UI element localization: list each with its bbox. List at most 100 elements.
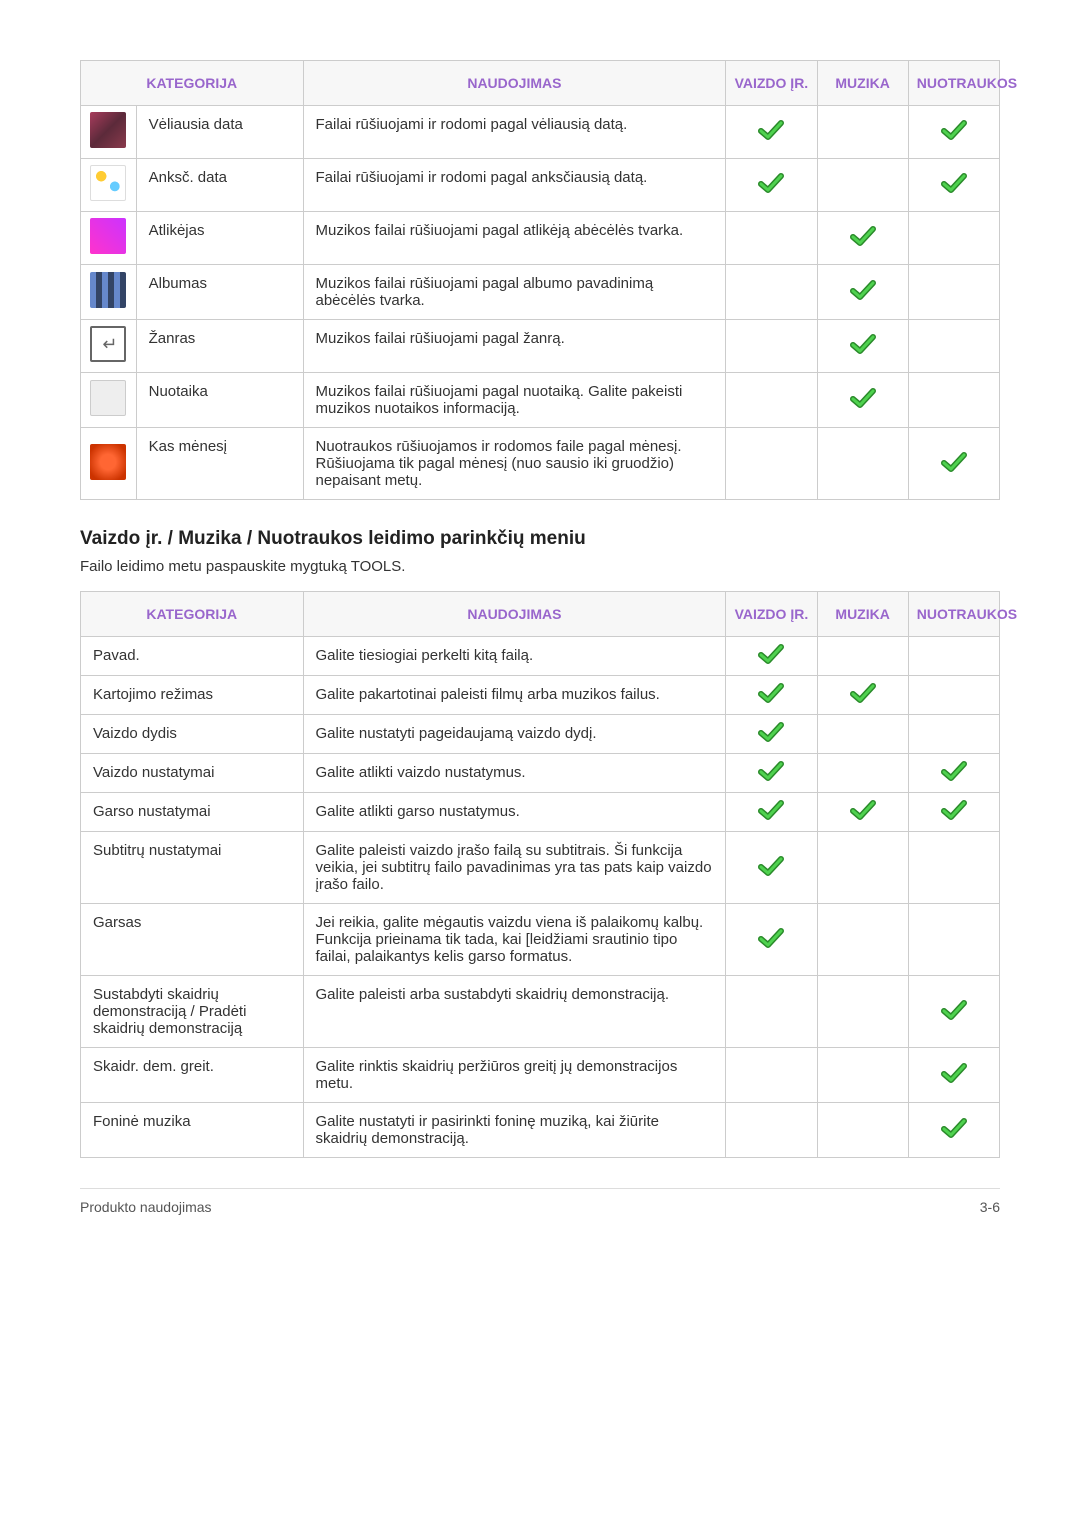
row-category: Subtitrų nustatymai (81, 832, 304, 904)
check-icon (941, 1117, 967, 1139)
row-music (817, 754, 908, 793)
row-usage: Jei reikia, galite mėgautis vaizdu viena… (303, 904, 726, 976)
page-footer: Produkto naudojimas 3-6 (80, 1188, 1000, 1215)
check-icon (850, 387, 876, 409)
thumbnail-icon (90, 272, 126, 308)
row-music (817, 212, 908, 265)
row-category: Atlikėjas (136, 212, 303, 265)
row-photo (908, 428, 999, 500)
row-photo (908, 754, 999, 793)
row-video (726, 1103, 817, 1158)
row-video (726, 904, 817, 976)
row-music (817, 976, 908, 1048)
footer-right: 3-6 (980, 1199, 1000, 1215)
row-thumbnail (81, 159, 137, 212)
row-usage: Nuotraukos rūšiuojamos ir rodomos faile … (303, 428, 726, 500)
row-video (726, 715, 817, 754)
row-music (817, 637, 908, 676)
row-music (817, 159, 908, 212)
table-row: Kas mėnesį Nuotraukos rūšiuojamos ir rod… (81, 428, 1000, 500)
row-music (817, 676, 908, 715)
col-vaizdo: VAIZDO ĮR. (726, 61, 817, 106)
col-muzika: MUZIKA (817, 61, 908, 106)
check-icon (758, 682, 784, 704)
row-thumbnail (81, 320, 137, 373)
row-category: Pavad. (81, 637, 304, 676)
row-photo (908, 676, 999, 715)
check-icon (941, 799, 967, 821)
check-icon (941, 1062, 967, 1084)
row-photo (908, 637, 999, 676)
table-row: Garsas Jei reikia, galite mėgautis vaizd… (81, 904, 1000, 976)
check-icon (850, 333, 876, 355)
section-title: Vaizdo įr. / Muzika / Nuotraukos leidimo… (80, 528, 1000, 550)
thumbnail-icon (90, 165, 126, 201)
check-icon (758, 855, 784, 877)
row-photo (908, 320, 999, 373)
row-category: Vaizdo dydis (81, 715, 304, 754)
row-usage: Galite paleisti vaizdo įrašo failą su su… (303, 832, 726, 904)
row-usage: Muzikos failai rūšiuojami pagal nuotaiką… (303, 373, 726, 428)
row-category: Skaidr. dem. greit. (81, 1048, 304, 1103)
row-category: Anksč. data (136, 159, 303, 212)
check-icon (758, 927, 784, 949)
row-category: Garso nustatymai (81, 793, 304, 832)
table-row: Subtitrų nustatymai Galite paleisti vaiz… (81, 832, 1000, 904)
table-header-row: KATEGORIJA NAUDOJIMAS VAIZDO ĮR. MUZIKA … (81, 592, 1000, 637)
row-thumbnail (81, 212, 137, 265)
row-music (817, 428, 908, 500)
row-thumbnail (81, 265, 137, 320)
check-icon (941, 119, 967, 141)
row-video (726, 265, 817, 320)
row-music (817, 1103, 908, 1158)
table-row: Foninė muzika Galite nustatyti ir pasiri… (81, 1103, 1000, 1158)
row-video (726, 793, 817, 832)
row-music (817, 904, 908, 976)
row-video (726, 637, 817, 676)
check-icon (941, 999, 967, 1021)
table-row: Pavad. Galite tiesiogiai perkelti kitą f… (81, 637, 1000, 676)
row-video (726, 1048, 817, 1103)
row-category: Albumas (136, 265, 303, 320)
row-video (726, 976, 817, 1048)
row-category: Vaizdo nustatymai (81, 754, 304, 793)
row-video (726, 754, 817, 793)
row-photo (908, 715, 999, 754)
row-photo (908, 832, 999, 904)
row-photo (908, 265, 999, 320)
row-category: Vėliausia data (136, 106, 303, 159)
thumbnail-icon (90, 112, 126, 148)
row-video (726, 320, 817, 373)
thumbnail-icon (90, 218, 126, 254)
col-naudojimas: NAUDOJIMAS (303, 61, 726, 106)
row-usage: Muzikos failai rūšiuojami pagal atlikėją… (303, 212, 726, 265)
row-usage: Failai rūšiuojami ir rodomi pagal anksči… (303, 159, 726, 212)
row-usage: Galite rinktis skaidrių peržiūros greitį… (303, 1048, 726, 1103)
check-icon (850, 225, 876, 247)
row-usage: Galite atlikti garso nustatymus. (303, 793, 726, 832)
row-category: Kas mėnesį (136, 428, 303, 500)
row-photo (908, 373, 999, 428)
row-video (726, 212, 817, 265)
col-naudojimas: NAUDOJIMAS (303, 592, 726, 637)
row-video (726, 428, 817, 500)
table-row: Žanras Muzikos failai rūšiuojami pagal ž… (81, 320, 1000, 373)
row-video (726, 106, 817, 159)
row-music (817, 265, 908, 320)
check-icon (941, 451, 967, 473)
row-photo (908, 793, 999, 832)
table-row: Vaizdo nustatymai Galite atlikti vaizdo … (81, 754, 1000, 793)
row-usage: Galite pakartotinai paleisti filmų arba … (303, 676, 726, 715)
row-usage: Muzikos failai rūšiuojami pagal albumo p… (303, 265, 726, 320)
row-usage: Galite nustatyti pageidaujamą vaizdo dyd… (303, 715, 726, 754)
row-usage: Galite paleisti arba sustabdyti skaidrių… (303, 976, 726, 1048)
table-row: Albumas Muzikos failai rūšiuojami pagal … (81, 265, 1000, 320)
check-icon (850, 682, 876, 704)
check-icon (758, 119, 784, 141)
row-video (726, 159, 817, 212)
row-music (817, 373, 908, 428)
row-usage: Galite tiesiogiai perkelti kitą failą. (303, 637, 726, 676)
row-music (817, 832, 908, 904)
table-header-row: KATEGORIJA NAUDOJIMAS VAIZDO ĮR. MUZIKA … (81, 61, 1000, 106)
row-music (817, 106, 908, 159)
